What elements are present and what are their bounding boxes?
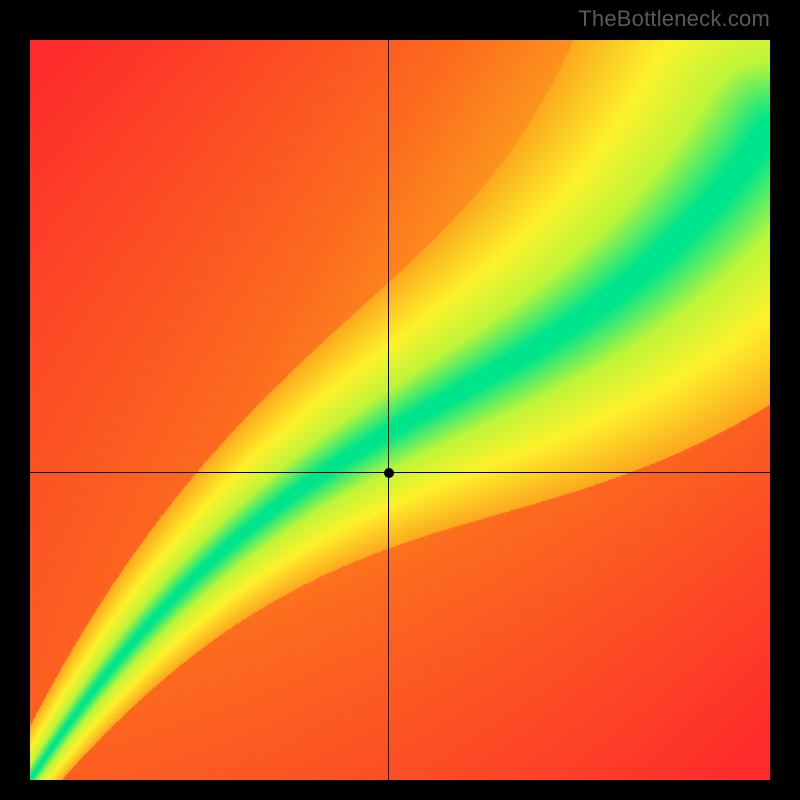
watermark-text: TheBottleneck.com (578, 6, 770, 32)
crosshair-dot (384, 468, 394, 478)
crosshair-vertical (388, 40, 389, 780)
heatmap-canvas (30, 40, 770, 780)
plot-area (30, 40, 770, 780)
figure-container: TheBottleneck.com (0, 0, 800, 800)
crosshair-horizontal (30, 472, 770, 473)
